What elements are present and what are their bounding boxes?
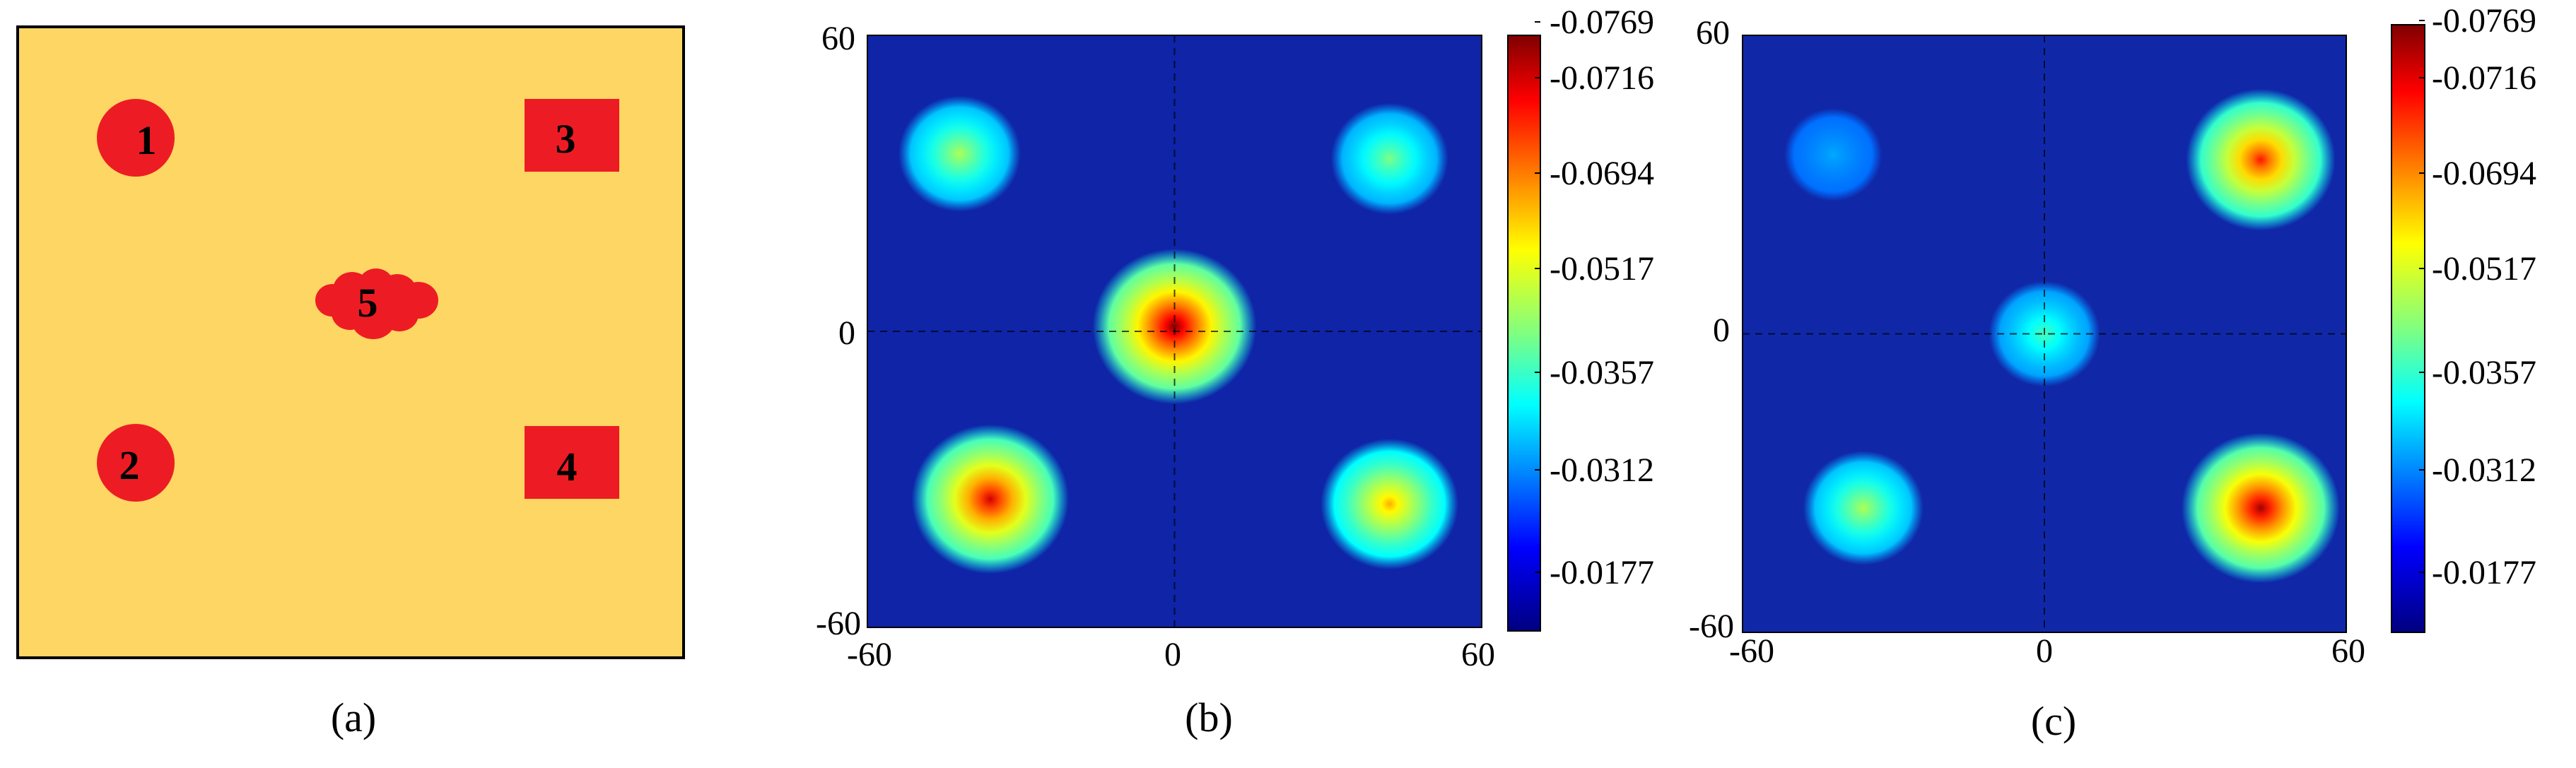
colorbar-c: -0.0769 -0.0716 -0.0694 -0.0517 -0.0357 -0.03… — [2391, 2, 2536, 633]
colorbar-c-tick-label: -0.0357 — [2432, 354, 2536, 391]
colorbar-b-tick-label: -0.0769 — [1550, 4, 1654, 41]
defect-4-label: 4 — [557, 444, 578, 490]
defect-5-cluster: 5 — [315, 268, 438, 339]
defect-5-label: 5 — [358, 280, 378, 326]
heatmap-b-hotspot-3 — [1092, 248, 1257, 405]
heatmap-panel-b: 60 0 -60 -60 0 60 — [816, 20, 1495, 673]
c-y-tick-top: 60 — [1696, 14, 1730, 52]
colorbar-b-tick-label: -0.0694 — [1550, 155, 1654, 192]
defect-1-label: 1 — [136, 117, 157, 163]
heatmap-b-hotspot-2 — [1330, 102, 1448, 215]
panel-label-c: (c) — [2031, 698, 2076, 744]
colorbar-c-tick-label: -0.0769 — [2432, 2, 2536, 40]
colorbar-b-tick-label: -0.0357 — [1550, 354, 1654, 391]
panel-label-b: (b) — [1185, 695, 1233, 740]
colorbar-b-tick-label: -0.0716 — [1550, 59, 1654, 97]
b-y-tick-bottom: -60 — [816, 605, 861, 642]
b-y-tick-top: 60 — [821, 20, 855, 57]
c-y-tick-bottom: -60 — [1689, 608, 1734, 645]
colorbar-c-gradient — [2391, 24, 2425, 633]
c-x-tick-mid: 0 — [2036, 632, 2053, 670]
b-y-tick-mid: 0 — [838, 314, 855, 352]
b-x-tick-left: -60 — [847, 636, 892, 673]
colorbar-c-tick-label: -0.0716 — [2432, 59, 2536, 97]
heatmap-b-hotspot-4 — [911, 424, 1070, 574]
defect-2-circle: 2 — [97, 424, 175, 502]
colorbar-b-tick-label: -0.0177 — [1550, 554, 1654, 591]
heatmap-panel-c: 60 0 -60 -60 0 60 — [1689, 14, 2365, 670]
heatmap-b-hotspots — [898, 95, 1459, 574]
schematic-panel: 1 2 3 4 5 — [16, 25, 685, 659]
b-x-tick-right: 60 — [1461, 636, 1495, 673]
heatmap-b-frame — [867, 35, 1482, 628]
c-y-tick-mid: 0 — [1713, 312, 1730, 349]
defect-4-square: 4 — [525, 426, 619, 499]
heatmap-c-hotspots — [1784, 88, 2340, 584]
panel-label-a: (a) — [331, 695, 376, 740]
heatmap-b-hotspot-5 — [1321, 438, 1459, 570]
heatmap-c-crosshair — [1743, 35, 2346, 632]
defect-2-label: 2 — [119, 442, 140, 488]
colorbar-b-tick-label: -0.0312 — [1550, 451, 1654, 489]
c-x-tick-left: -60 — [1729, 632, 1774, 670]
heatmap-c-hotspot-4 — [1803, 451, 1924, 565]
defect-3-square: 3 — [525, 99, 619, 172]
colorbar-c-tick-label: -0.0312 — [2432, 451, 2536, 489]
colorbar-b-gradient — [1507, 35, 1541, 632]
heatmap-c-hotspot-2 — [2186, 88, 2336, 231]
colorbar-b-tick-label: -0.0517 — [1550, 250, 1654, 288]
colorbar-c-tick-label: -0.0177 — [2432, 554, 2536, 591]
heatmap-c-hotspot-1 — [1784, 108, 1883, 201]
heatmap-c-frame — [1742, 35, 2347, 633]
heatmap-b-hotspot-1 — [898, 95, 1021, 212]
colorbar-c-tick-label: -0.0517 — [2432, 250, 2536, 288]
defect-1-circle: 1 — [97, 99, 175, 177]
colorbar-b: -0.0769 -0.0716 -0.0694 -0.0517 -0.0357 -0.03… — [1507, 4, 1654, 632]
c-x-tick-right: 60 — [2331, 632, 2365, 670]
b-x-tick-mid: 0 — [1164, 636, 1181, 673]
heatmap-c-hotspot-5 — [2182, 432, 2340, 584]
defect-3-label: 3 — [556, 116, 576, 162]
colorbar-c-tick-label: -0.0694 — [2432, 155, 2536, 192]
heatmap-b-crosshair — [867, 35, 1482, 627]
